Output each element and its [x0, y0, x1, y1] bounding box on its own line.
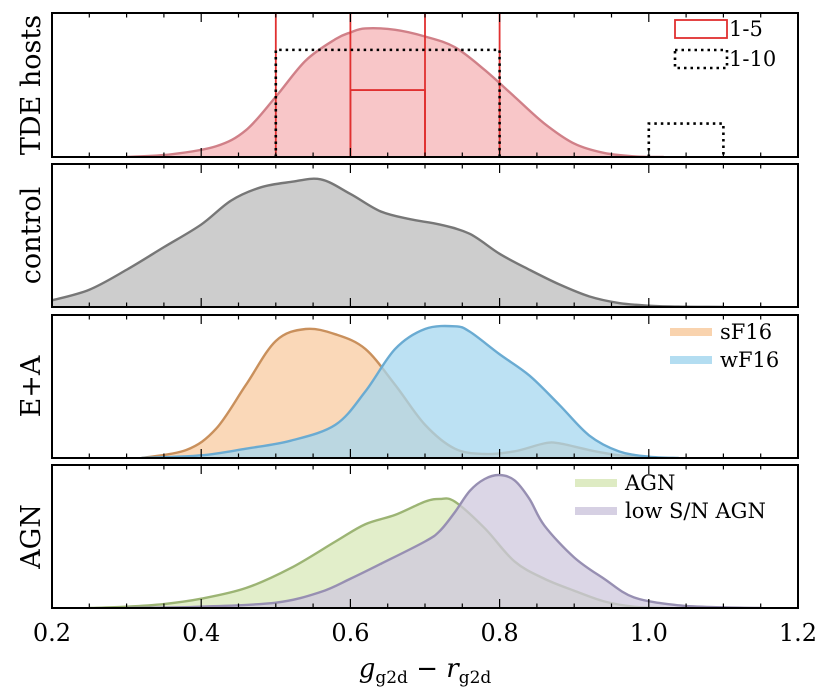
legend: 1-5 1-10	[673, 17, 776, 71]
x-tick-label: 0.8	[481, 619, 519, 647]
area-low-s-n-agn	[126, 474, 761, 608]
legend-swatch-agn	[575, 479, 617, 487]
x-axis-ticks: 0.2 0.4 0.6 0.8 1.0 1.2	[33, 619, 817, 647]
line-tde-hosts	[126, 27, 664, 157]
x-tick-label: 1.0	[630, 619, 668, 647]
legend-label: AGN	[624, 471, 675, 495]
legend-swatch-wf16	[670, 356, 712, 364]
legend-label: 1-10	[729, 47, 776, 71]
x-tick-label: 0.6	[331, 619, 369, 647]
area-tde-hosts	[126, 28, 664, 157]
line-low-s-n-agn	[126, 473, 761, 608]
hist-bar-1-10-1	[647, 122, 725, 157]
area-wf16	[141, 325, 679, 458]
legend-label: sF16	[720, 320, 772, 344]
x-tick-label: 0.4	[182, 619, 220, 647]
legend-swatch-low-s-n-agn	[575, 507, 617, 515]
hist-bar-1-5-2	[424, 13, 501, 157]
legend-label: wF16	[720, 348, 779, 372]
line-wf16	[141, 324, 679, 458]
panel-control: control	[16, 163, 799, 308]
panel-ylabel: E+A	[16, 355, 47, 417]
legend-swatch-sf16	[670, 328, 712, 336]
area-control	[52, 178, 724, 307]
panel-tde-hosts: TDE hosts 1-5 1-10	[16, 12, 799, 158]
x-axis-label: gg2d − rg2d	[359, 654, 492, 688]
panel-ylabel: TDE hosts	[16, 15, 47, 155]
panel-e-a: E+A sF16 wF16	[16, 314, 799, 459]
hist-bar-1-10-0	[274, 48, 501, 157]
legend-label: low S/N AGN	[625, 499, 766, 523]
panel-ylabel: AGN	[16, 504, 47, 570]
line-control	[52, 177, 724, 307]
panel-agn: AGN AGN low S/N AGN	[16, 464, 799, 609]
legend-swatch-1-10	[673, 48, 729, 70]
x-tick-label: 0.2	[33, 619, 71, 647]
x-tick-label: 1.2	[779, 619, 817, 647]
legend: AGN low S/N AGN	[575, 471, 766, 523]
legend: sF16 wF16	[670, 320, 779, 372]
panel-ylabel: control	[16, 187, 47, 284]
hist-bar-1-5-0	[274, 13, 352, 157]
legend-swatch-1-5	[674, 19, 728, 39]
legend-label: 1-5	[729, 17, 763, 41]
